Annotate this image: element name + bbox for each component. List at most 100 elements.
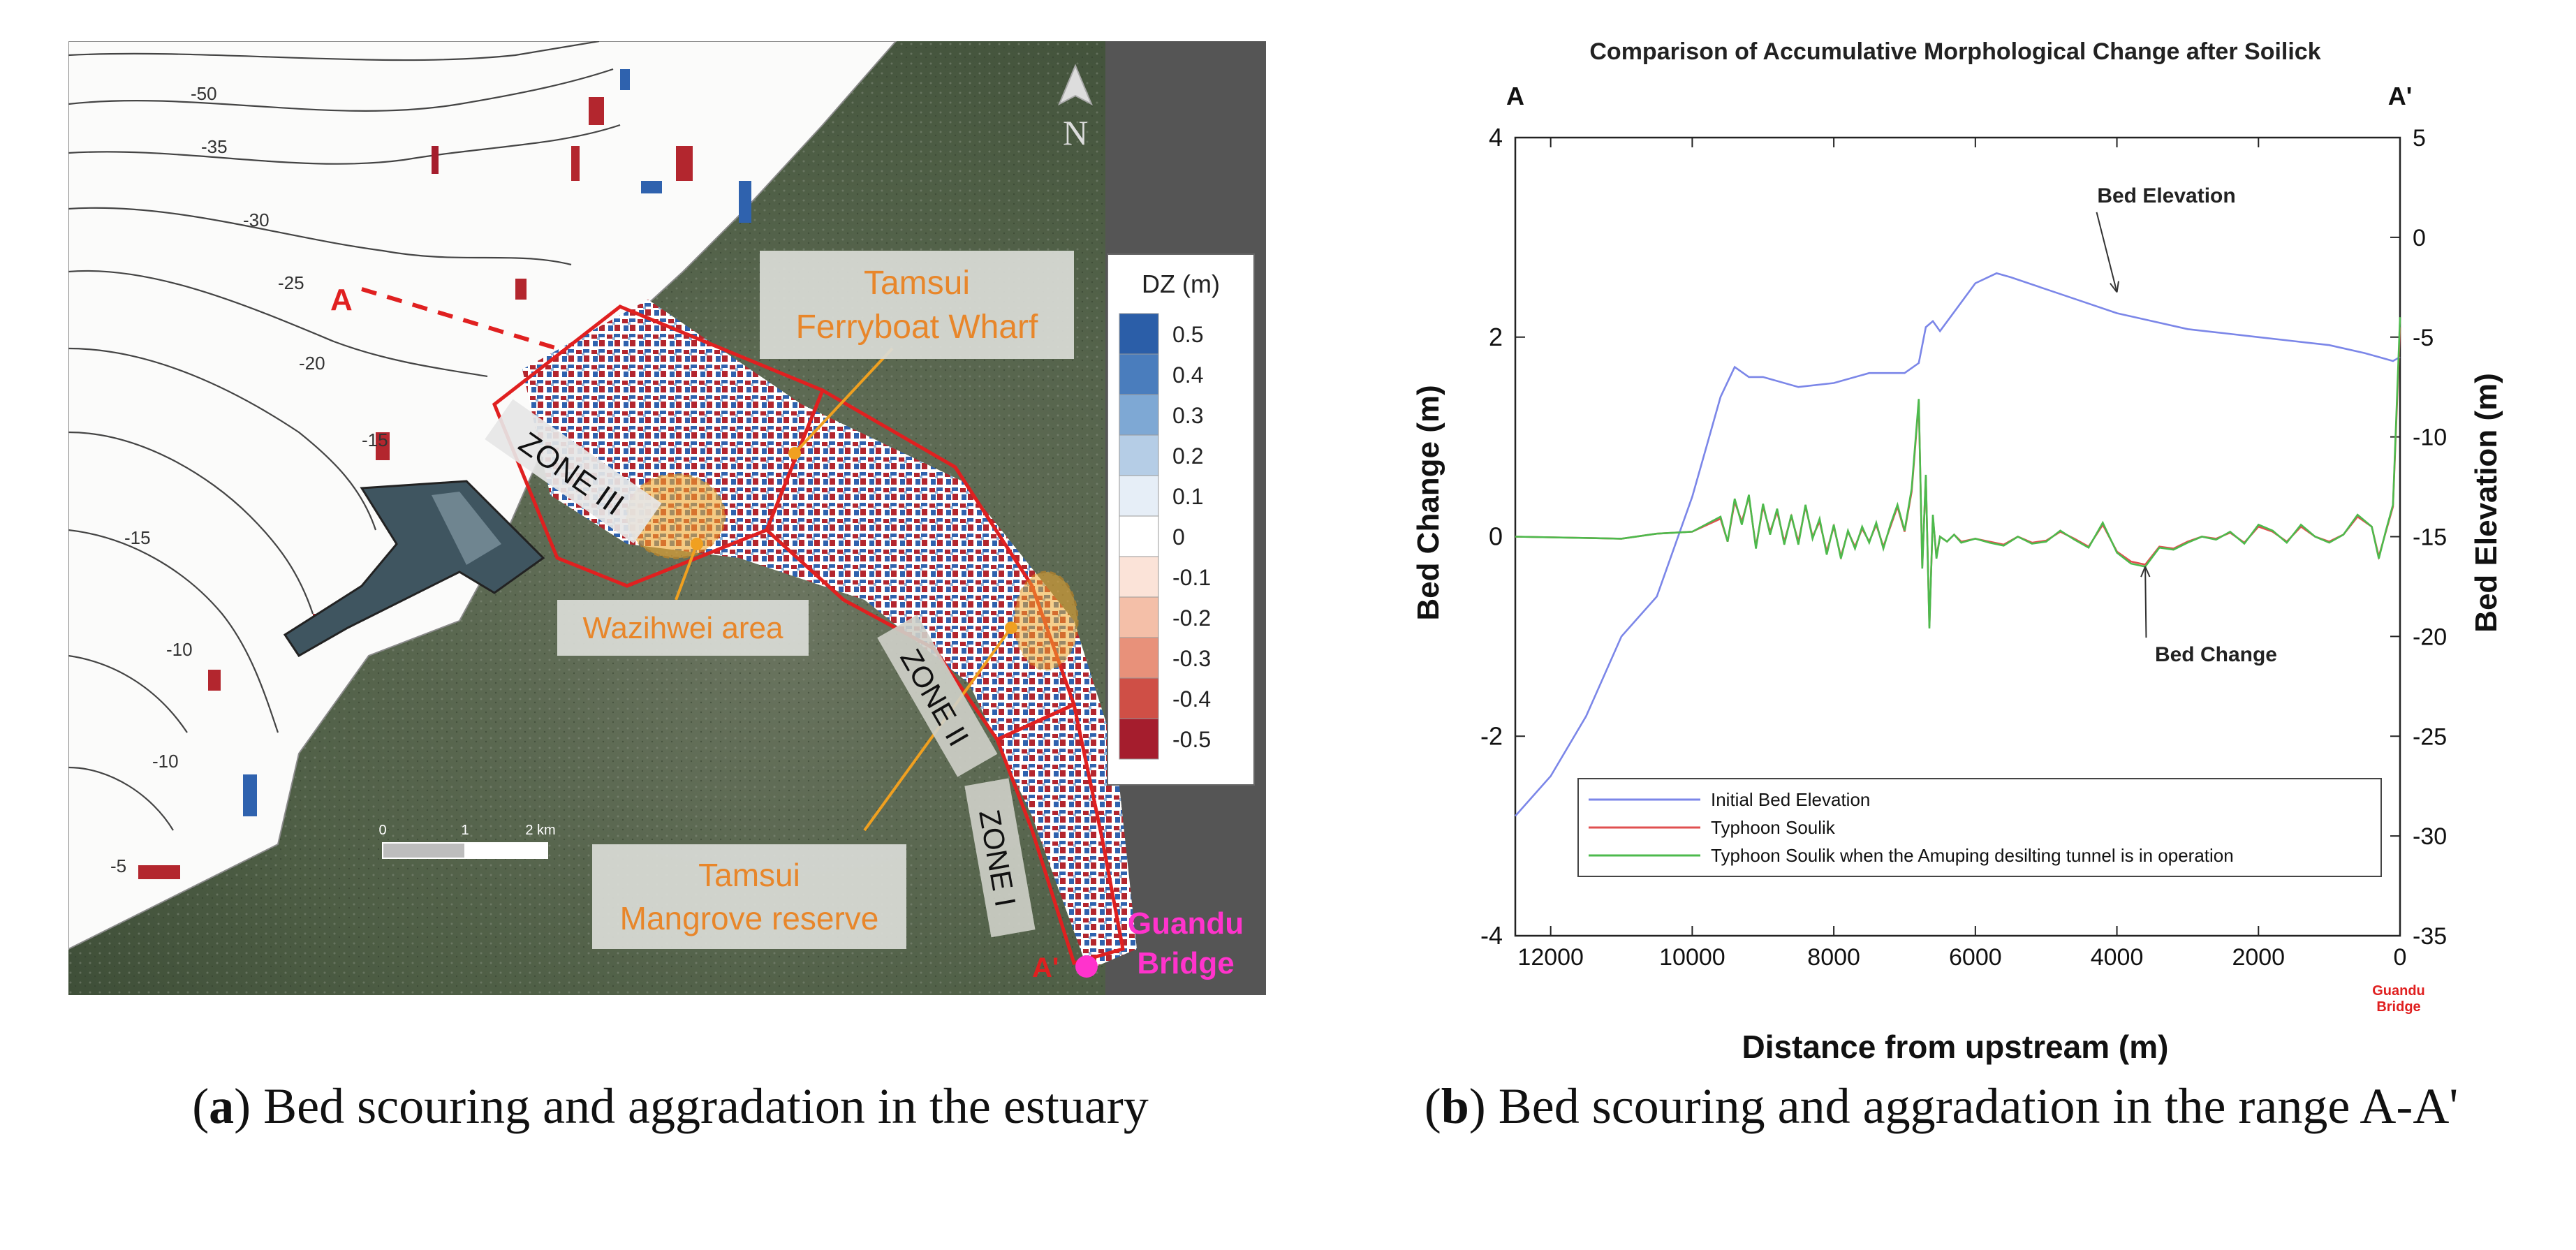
colorbar-swatch	[1119, 637, 1159, 679]
x-axis-label: Distance from upstream (m)	[1742, 1029, 2169, 1065]
y-left-tick-label: 0	[1489, 522, 1503, 551]
x-tick-label: 10000	[1659, 944, 1725, 971]
colorbar-tick-label: 0.3	[1172, 403, 1203, 428]
mangrove-callout-line2: Mangrove reserve	[620, 900, 879, 936]
colorbar-swatch	[1119, 596, 1159, 638]
section-marker-a: A	[330, 283, 353, 317]
contour-label: -10	[152, 751, 179, 772]
colorbar-tick-label: -0.4	[1172, 686, 1211, 712]
colorbar: DZ (m) 0.5 0.4 0.3 0.2 0.1 0 -0.1 -0.2 -0.3 -0.4 -…	[1107, 253, 1255, 786]
x-tick-label: 4000	[2091, 944, 2144, 971]
colorbar-tick-label: 0.4	[1172, 362, 1203, 388]
x-tick-label: 0	[2394, 944, 2407, 971]
x-tick-label: 2000	[2232, 944, 2285, 971]
contour-label: -20	[299, 353, 325, 374]
colorbar-tick-label: 0	[1172, 524, 1185, 550]
y-right-tick-label: -10	[2413, 425, 2447, 451]
scale-bar: 0 1 2 km	[378, 823, 556, 859]
colorbar-swatch	[1119, 677, 1159, 719]
north-label: N	[1063, 113, 1088, 152]
contour-label: -10	[166, 639, 193, 660]
y-right-tick-label: -25	[2413, 723, 2447, 750]
x-tick-label: 12000	[1517, 944, 1584, 971]
y-axis-right-label: Bed Elevation (m)	[2469, 373, 2503, 633]
contour-label: -15	[124, 527, 151, 548]
y-right-tick-label: -15	[2413, 524, 2447, 551]
caption-b-letter: b	[1441, 1078, 1469, 1134]
y-left-tick-label: 4	[1489, 123, 1503, 152]
wharf-callout-line2: Ferryboat Wharf	[796, 309, 1038, 346]
scale-label: 0	[378, 823, 386, 838]
colorbar-swatch	[1119, 353, 1159, 395]
colorbar-title: DZ (m)	[1142, 270, 1220, 298]
wazihwei-callout-text: Wazihwei area	[583, 611, 783, 645]
series-line-initial-bed-elevation	[1515, 272, 2401, 817]
colorbar-swatch	[1119, 394, 1159, 436]
wharf-callout-box	[760, 251, 1074, 359]
zone-outlines	[492, 304, 1125, 966]
estuary-map: Tamsui Ferryboat Wharf Wazihwei area Tam…	[68, 41, 1266, 995]
caption-a: (a) Bed scouring and aggradation in the …	[192, 1078, 1149, 1134]
north-arrow: N	[1058, 64, 1093, 152]
bathymetry-contours	[68, 41, 621, 831]
annotation-label: Bed Change	[2155, 643, 2277, 666]
guandu-bridge-marker	[1075, 955, 1098, 978]
legend-label-soulik: Typhoon Soulik	[1711, 817, 1836, 838]
chart-title: Comparison of Accumulative Morphological…	[1589, 38, 2320, 65]
contour-label: -5	[110, 855, 126, 876]
x-axis-note-line1: Guandu	[2372, 983, 2425, 999]
contour-label: -30	[243, 209, 270, 230]
colorbar-tick-label: -0.2	[1172, 605, 1211, 631]
annotation-label: Bed Elevation	[2097, 184, 2235, 207]
colorbar-swatch	[1119, 475, 1159, 517]
wharf-callout-line1: Tamsui	[864, 265, 970, 302]
colorbar-tick-label: 0.5	[1172, 322, 1203, 347]
y-axis-left-label: Bed Change (m)	[1411, 385, 1445, 620]
colorbar-swatch	[1119, 434, 1159, 476]
contour-label: -35	[201, 136, 228, 157]
colorbar-swatch	[1119, 515, 1159, 557]
mangrove-callout-box	[592, 844, 906, 949]
annotation-arrowhead	[2110, 281, 2119, 293]
wazihwei-callout-box	[557, 600, 809, 656]
x-tick-label: 6000	[1949, 944, 2002, 971]
caption-b: (b) Bed scouring and aggradation in the …	[1424, 1078, 2459, 1134]
annotation-arrowhead	[2140, 566, 2151, 578]
contour-label: -15	[362, 429, 388, 450]
chart-marker-a-prime: A'	[2388, 82, 2413, 110]
caption-b-text: Bed scouring and aggradation in the rang…	[1485, 1078, 2459, 1134]
colorbar-tick-label: 0.1	[1172, 484, 1203, 509]
y-right-tick-label: 0	[2413, 225, 2426, 251]
morphology-chart: Comparison of Accumulative Morphological…	[1411, 38, 2503, 1065]
river-channel	[522, 300, 1137, 970]
chart-marker-a: A	[1506, 82, 1524, 110]
caption-a-text: Bed scouring and aggradation in the estu…	[251, 1078, 1149, 1134]
y-left-tick-label: 2	[1489, 323, 1503, 351]
series-line-typhoon-soulik-tunnel	[1515, 317, 2401, 628]
mangrove-lobe	[1013, 571, 1079, 671]
y-right-tick-label: 5	[2413, 125, 2426, 152]
y-left-tick-label: -4	[1480, 921, 1503, 950]
caption-a-letter: a	[209, 1078, 235, 1134]
legend-label-tunnel: Typhoon Soulik when the Amuping desiltin…	[1711, 845, 2234, 866]
x-axis-note-line2: Bridge	[2376, 999, 2420, 1015]
bridge-label-line1: Guandu	[1128, 906, 1244, 941]
y-right-tick-label: -30	[2413, 823, 2447, 850]
colorbar-tick-label: -0.1	[1172, 565, 1211, 590]
colorbar-swatch	[1119, 556, 1159, 598]
section-line-a	[361, 287, 558, 351]
legend-label-initial: Initial Bed Elevation	[1711, 789, 1870, 810]
annotation-arrow	[2144, 566, 2147, 638]
contour-label: -50	[191, 83, 217, 104]
bridge-label-line2: Bridge	[1137, 946, 1234, 980]
y-left-tick-label: -2	[1480, 721, 1503, 750]
legend: Initial Bed Elevation Typhoon Soulik Typ…	[1577, 778, 2382, 877]
contour-label: -25	[278, 272, 304, 293]
colorbar-tick-label: 0.2	[1172, 443, 1203, 469]
colorbar-tick-label: -0.3	[1172, 646, 1211, 671]
zone-label-i-group: ZONE I	[964, 778, 1036, 938]
scale-label: 1	[461, 823, 469, 838]
contour-label-group: -50 -35 -30 -25 -20 -15 -15 -10 -10 -5	[110, 83, 388, 876]
y-right-tick-label: -20	[2413, 624, 2447, 650]
y-right-tick-label: -5	[2413, 325, 2434, 351]
